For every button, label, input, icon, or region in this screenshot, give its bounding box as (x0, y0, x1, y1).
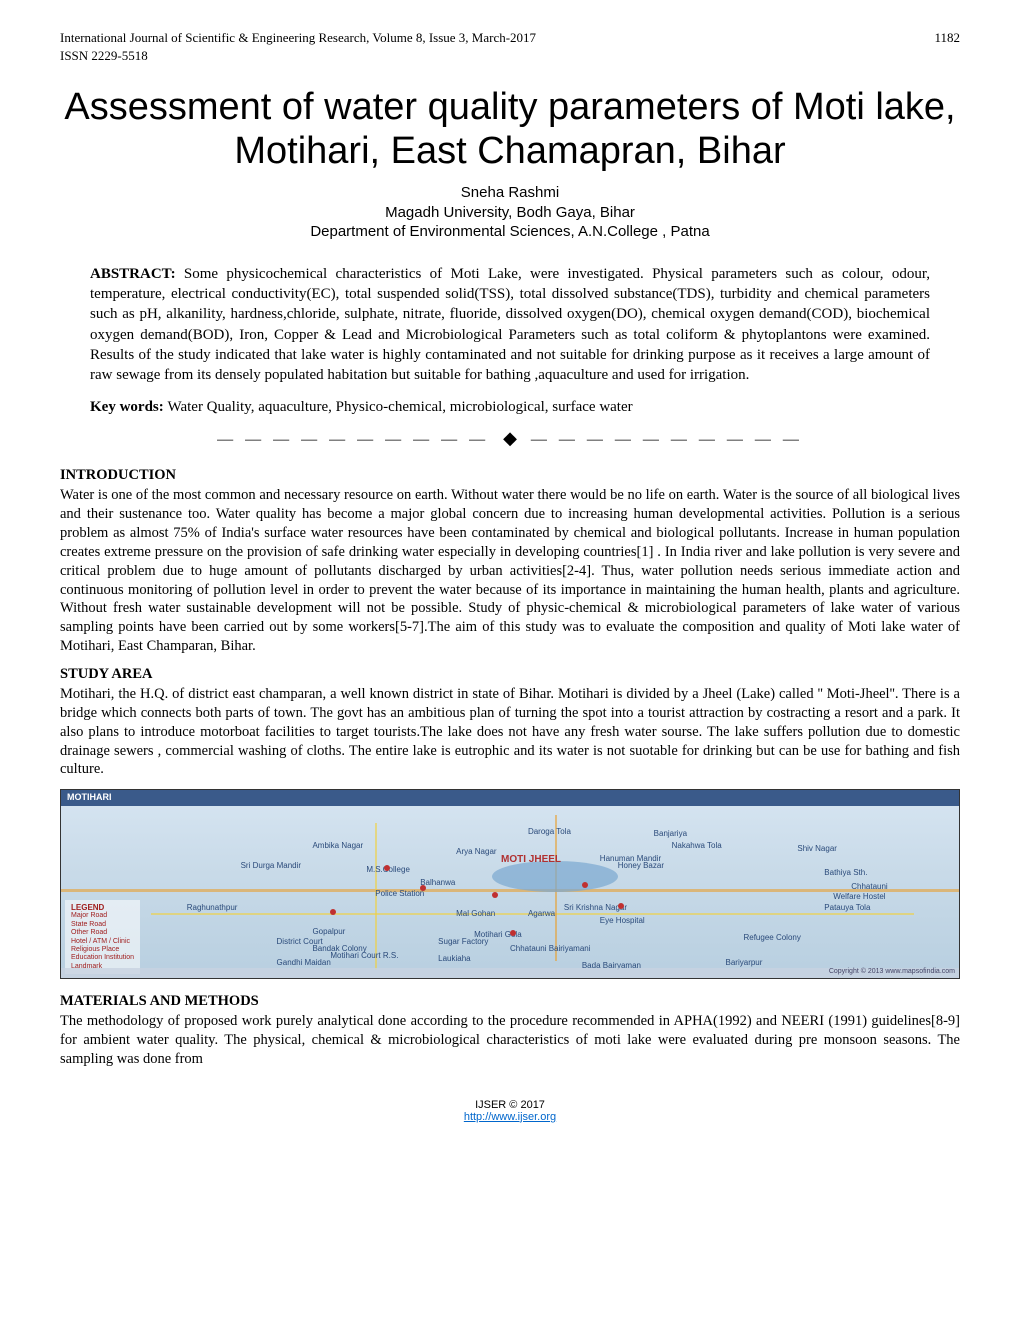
map-lake-label: MOTI JHEEL (501, 854, 561, 865)
map-legend-item: Hotel / ATM / Clinic (71, 938, 134, 946)
map-place-label: Honey Bazar (618, 861, 664, 870)
authors-block: Sneha Rashmi Magadh University, Bodh Gay… (60, 183, 960, 242)
map-legend-item: Education Institution (71, 954, 134, 962)
keywords-text: Water Quality, aquaculture, Physico-chem… (168, 399, 633, 415)
map-legend-item: Major Road (71, 912, 134, 920)
map-marker-icon (582, 882, 588, 888)
author-affiliation-2: Department of Environmental Sciences, A.… (60, 222, 960, 242)
map-place-label: Chhatauni (851, 882, 887, 891)
map-body: MOTI JHEEL Daroga Tola Banjariya Ambika Na… (61, 806, 959, 978)
page-footer: IJSER © 2017 http://www.ijser.org (60, 1099, 960, 1123)
map-title-bar: MOTIHARI (61, 790, 959, 806)
map-image: MOTIHARI MOTI JHEEL Daroga Tola Banjariya… (60, 789, 960, 979)
footer-copyright: IJSER © 2017 (60, 1099, 960, 1111)
map-place-label: Nakahwa Tola (672, 841, 722, 850)
map-place-label: Eye Hospital (600, 916, 645, 925)
map-lake-shape (492, 861, 618, 892)
map-place-label: Chhatauni Bairiyamani (510, 944, 591, 953)
map-marker-icon (492, 892, 498, 898)
map-figure: MOTIHARI MOTI JHEEL Daroga Tola Banjariya… (60, 789, 960, 979)
issn-line: ISSN 2229-5518 (60, 48, 960, 64)
author-affiliation-1: Magadh University, Bodh Gaya, Bihar (60, 203, 960, 223)
divider-dashes-left: — — — — — — — — — — (217, 431, 489, 448)
map-place-label: Daroga Tola (528, 827, 571, 836)
divider-dashes-right: — — — — — — — — — — (531, 431, 803, 448)
abstract-text: Some physicochemical characteristics of … (90, 266, 930, 383)
map-place-label: Gopalpur (312, 927, 345, 936)
map-place-label: Refugee Colony (743, 933, 800, 942)
map-place-label: Bariyarpur (726, 958, 763, 967)
divider-diamond-icon: ◆ (503, 428, 517, 448)
abstract-label: ABSTRACT: (90, 266, 184, 282)
introduction-heading: INTRODUCTION (60, 467, 960, 484)
map-legend-item: Other Road (71, 929, 134, 937)
map-road (61, 889, 959, 892)
map-place-label: Mal Gohan (456, 909, 495, 918)
map-marker-icon (618, 903, 624, 909)
abstract: ABSTRACT: Some physicochemical character… (90, 264, 930, 386)
section-divider: — — — — — — — — — — ◆ — — — — — — — — — … (60, 428, 960, 449)
map-place-label: Police Station (375, 889, 424, 898)
materials-text: The methodology of proposed work purely … (60, 1012, 960, 1069)
map-place-label: Raghunathpur (187, 903, 238, 912)
map-legend-item: Religious Place (71, 946, 134, 954)
map-legend: LEGEND Major RoadState RoadOther RoadHot… (65, 900, 140, 974)
introduction-text: Water is one of the most common and nece… (60, 486, 960, 656)
study-area-heading: STUDY AREA (60, 666, 960, 683)
map-place-label: Sugar Factory (438, 937, 488, 946)
map-place-label: Ambika Nagar (312, 841, 363, 850)
author-name: Sneha Rashmi (60, 183, 960, 203)
map-place-label: Laukiaha (438, 954, 470, 963)
keywords-label: Key words: (90, 399, 168, 415)
journal-header: International Journal of Scientific & En… (60, 30, 536, 46)
map-legend-item: State Road (71, 921, 134, 929)
map-place-label: Sri Durga Mandir (241, 861, 301, 870)
map-place-label: Arya Nagar (456, 847, 496, 856)
page-number: 1182 (934, 30, 960, 46)
map-place-label: Motihari Court R.S. (330, 951, 398, 960)
map-place-label: Patauya Tola (824, 903, 870, 912)
map-place-label: Shiv Nagar (797, 844, 837, 853)
keywords: Key words: Water Quality, aquaculture, P… (90, 399, 930, 416)
footer-link[interactable]: http://www.ijser.org (464, 1111, 556, 1123)
map-marker-icon (384, 865, 390, 871)
map-copyright: Copyright © 2013 www.mapsofindia.com (61, 968, 959, 978)
map-place-label: Banjariya (654, 829, 687, 838)
map-place-label: Bathiya Sth. (824, 868, 867, 877)
materials-heading: MATERIALS AND METHODS (60, 993, 960, 1010)
map-legend-title: LEGEND (71, 903, 134, 913)
map-place-label: Welfare Hostel (833, 892, 885, 901)
map-marker-icon (510, 930, 516, 936)
study-area-text: Motihari, the H.Q. of district east cham… (60, 685, 960, 779)
paper-title: Assessment of water quality parameters o… (60, 86, 960, 173)
map-place-label: Gandhi Maidan (277, 958, 331, 967)
map-place-label: Agarwa (528, 909, 555, 918)
